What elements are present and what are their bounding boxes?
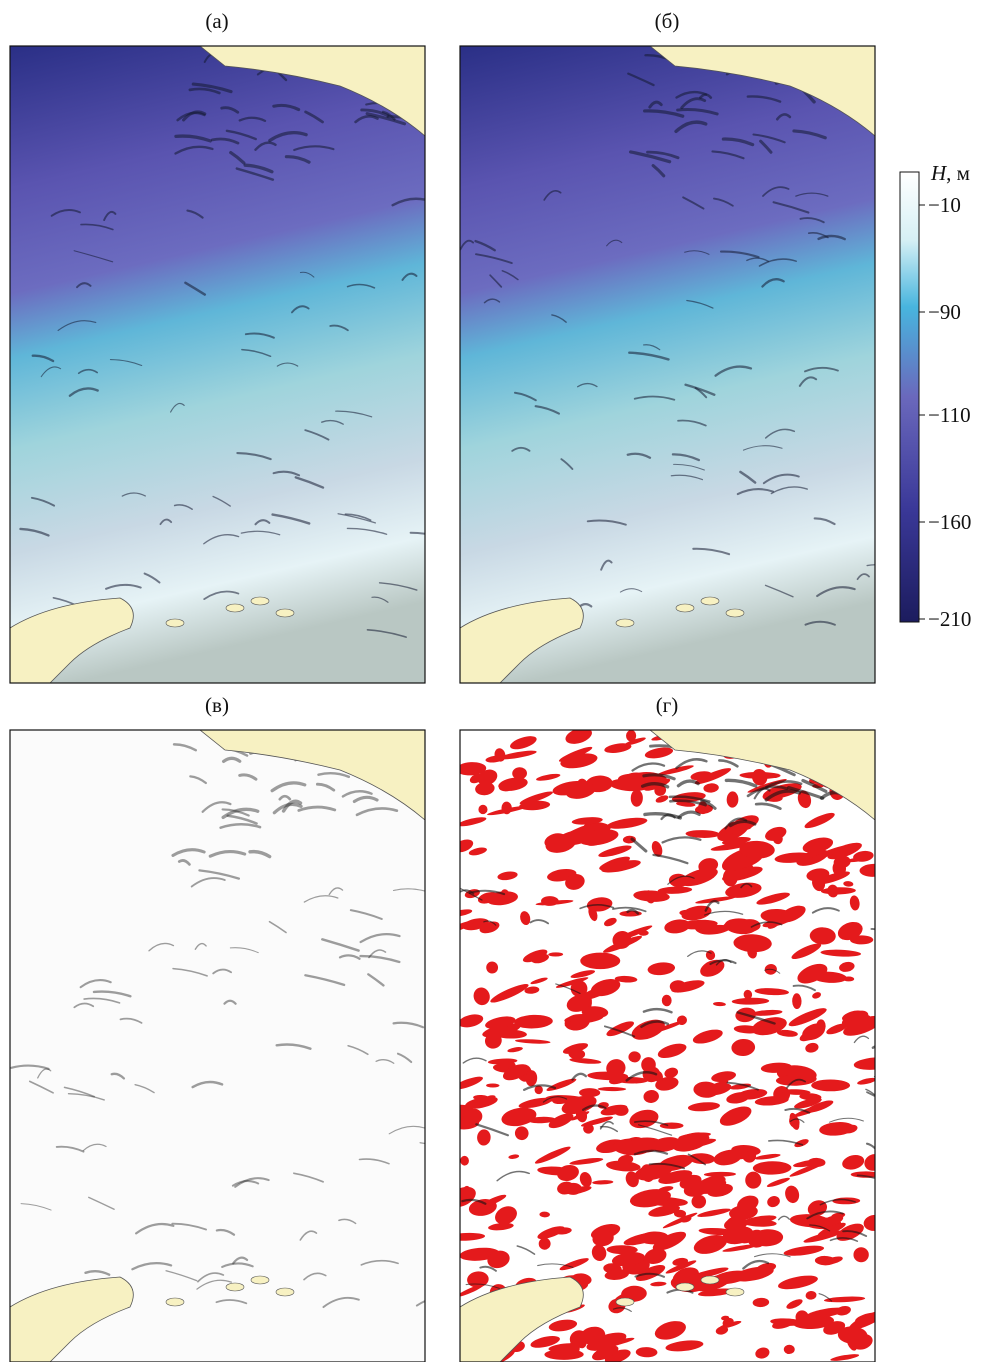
- island: [726, 1288, 744, 1296]
- map-panel: [460, 46, 897, 683]
- colorbar: H, м −10 −90 −110 −160 −210: [900, 161, 971, 631]
- page: (а) (б) (в) (г) H, м −10−90−110−160−210 …: [0, 0, 995, 1362]
- map-panel: [10, 729, 451, 1362]
- sea: [460, 46, 875, 683]
- island: [166, 619, 184, 627]
- island: [166, 1298, 184, 1306]
- island: [251, 597, 269, 605]
- island: [701, 1276, 719, 1284]
- island: [676, 604, 694, 612]
- colorbar-unit: , м: [946, 161, 970, 185]
- gradient-patch: [784, 1345, 795, 1354]
- colorbar-tick-label: −210: [928, 607, 971, 631]
- island: [276, 609, 294, 617]
- panel-label: (в): [205, 693, 229, 717]
- sea: [10, 730, 425, 1362]
- relief-streak: [875, 787, 912, 799]
- relief-streak: [873, 1042, 905, 1048]
- island: [616, 1298, 634, 1306]
- relief-streak: [874, 1076, 906, 1081]
- island: [276, 1288, 294, 1296]
- colorbar-tick-label: −90: [928, 300, 961, 324]
- gradient-patch: [811, 1079, 850, 1091]
- colorbar-ramp: [900, 172, 919, 622]
- colorbar-tick-label: −10: [928, 193, 961, 217]
- panel-label: (б): [655, 9, 680, 33]
- map-panel: [10, 46, 449, 683]
- gradient-patch: [613, 1163, 635, 1170]
- island: [226, 604, 244, 612]
- island: [226, 1283, 244, 1291]
- panel-label: (г): [656, 693, 679, 717]
- map-panel: [445, 721, 912, 1362]
- island: [616, 619, 634, 627]
- colorbar-tick-label: −110: [928, 403, 971, 427]
- island: [251, 1276, 269, 1284]
- island: [701, 597, 719, 605]
- colorbar-title: H, м: [930, 161, 970, 185]
- gradient-patch: [580, 953, 620, 970]
- island: [676, 1283, 694, 1291]
- figure: (а) (б) (в) (г) H, м −10 −90 −110 −160 −210: [0, 0, 995, 1362]
- panel-label: (а): [205, 9, 228, 33]
- sea: [10, 46, 425, 683]
- colorbar-tick-label: −160: [928, 510, 971, 534]
- island: [726, 609, 744, 617]
- gradient-patch: [478, 805, 487, 814]
